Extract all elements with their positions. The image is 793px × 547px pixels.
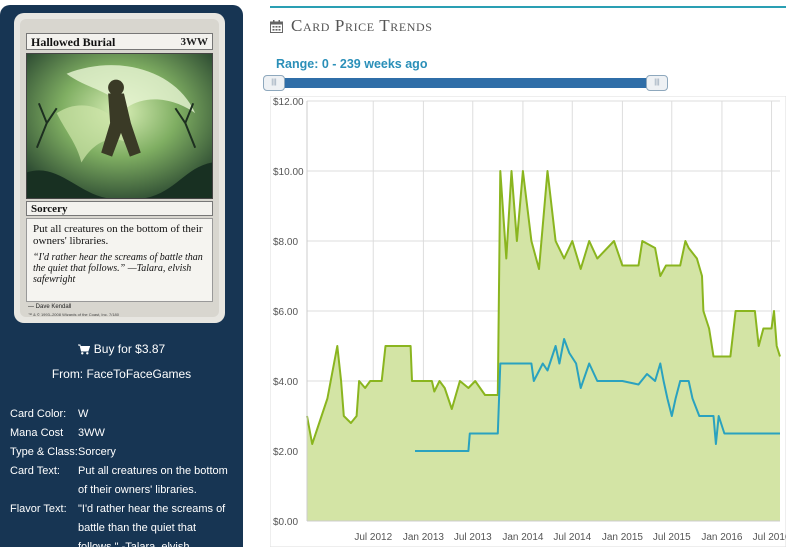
series-retail-line xyxy=(306,170,781,445)
range-slider[interactable]: ||| ||| xyxy=(263,75,669,91)
x-tick-label: Jul 2015 xyxy=(653,532,691,543)
detail-value: "I'd rather hear the screams of battle t… xyxy=(78,503,226,547)
buy-link[interactable]: Buy for $3.87 xyxy=(0,342,243,356)
series-buylist-line xyxy=(415,338,780,452)
detail-row-mana-cost: Mana Cost 3WW xyxy=(10,424,240,443)
range-label: Range: 0 - 239 weeks ago xyxy=(276,57,428,71)
card-name: Hallowed Burial xyxy=(31,35,116,49)
detail-label: Flavor Text: xyxy=(10,503,67,515)
seller-name: From: FaceToFaceGames xyxy=(51,367,192,381)
x-tick-label: Jan 2015 xyxy=(602,532,644,543)
y-tick-label: $12.00 xyxy=(273,97,304,108)
card-name-bar: Hallowed Burial 3WW xyxy=(26,33,213,50)
card-mana-symbols: 3WW xyxy=(181,34,209,51)
card-image: Hallowed Burial 3WW Sorc xyxy=(14,13,225,323)
detail-label: Type & Class: xyxy=(10,446,78,458)
y-tick-label: $0.00 xyxy=(273,517,298,528)
detail-row-card-text: Card Text: Put all creatures on the bott… xyxy=(10,462,240,500)
detail-label: Mana Cost xyxy=(10,427,64,439)
slider-handle-end[interactable]: ||| xyxy=(646,75,668,91)
detail-value: 3WW xyxy=(78,427,105,439)
cart-icon xyxy=(77,344,90,355)
detail-row-color: Card Color: W xyxy=(10,405,240,424)
card-artwork xyxy=(26,53,213,199)
card-mana-text: 3WW xyxy=(180,36,209,48)
y-tick-label: $8.00 xyxy=(273,237,298,248)
price-chart: $0.00 $2.00 $4.00 $6.00 $8.00 $10.00 $12.00 Jul… xyxy=(270,96,786,547)
slider-handle-start[interactable]: ||| xyxy=(263,75,285,91)
x-tick-label: Jul 2012 xyxy=(354,532,392,543)
y-tick-label: $10.00 xyxy=(273,167,304,178)
x-tick-label: Jul 2014 xyxy=(553,532,591,543)
y-tick-label: $6.00 xyxy=(273,307,298,318)
card-type-bar: Sorcery xyxy=(26,201,213,216)
x-tick-label: Jan 2014 xyxy=(502,532,544,543)
detail-value: Put all creatures on the bottom of their… xyxy=(78,465,228,496)
detail-label: Card Color: xyxy=(10,408,67,420)
card-copyright: ™ & © 1993–2008 Wizards of the Coast, In… xyxy=(28,312,119,317)
y-tick-label: $2.00 xyxy=(273,447,298,458)
card-text-box: Put all creatures on the bottom of their… xyxy=(26,218,213,302)
detail-label: Card Text: xyxy=(10,465,60,477)
card-rules-text: Put all creatures on the bottom of their… xyxy=(33,223,203,247)
card-panel: Hallowed Burial 3WW Sorc xyxy=(0,5,243,547)
series-retail-area xyxy=(307,171,780,521)
buy-label: Buy for $3.87 xyxy=(93,342,166,356)
detail-row-type: Type & Class: Sorcery xyxy=(10,443,240,462)
x-tick-label: Jan 2016 xyxy=(701,532,743,543)
section-header: Card Price Trends xyxy=(270,14,433,38)
section-title: Card Price Trends xyxy=(291,16,433,35)
x-tick-label: Jul 2013 xyxy=(454,532,492,543)
section-divider xyxy=(270,6,786,8)
x-tick-label: Jan 2013 xyxy=(403,532,445,543)
detail-row-flavor-text: Flavor Text: "I'd rather hear the scream… xyxy=(10,500,240,547)
detail-value: Sorcery xyxy=(78,446,116,458)
y-tick-label: $4.00 xyxy=(273,377,298,388)
calendar-icon xyxy=(270,19,283,33)
slider-range-fill xyxy=(271,78,662,88)
card-type-line: Sorcery xyxy=(31,203,68,215)
card-flavor-text: “I'd rather hear the screams of battle t… xyxy=(33,252,203,285)
detail-value: W xyxy=(78,408,89,420)
card-artist: — Dave Kendall xyxy=(28,304,72,310)
x-tick-label: Jul 2016 xyxy=(753,532,786,543)
card-details: Card Color: W Mana Cost 3WW Type & Class… xyxy=(10,405,240,547)
